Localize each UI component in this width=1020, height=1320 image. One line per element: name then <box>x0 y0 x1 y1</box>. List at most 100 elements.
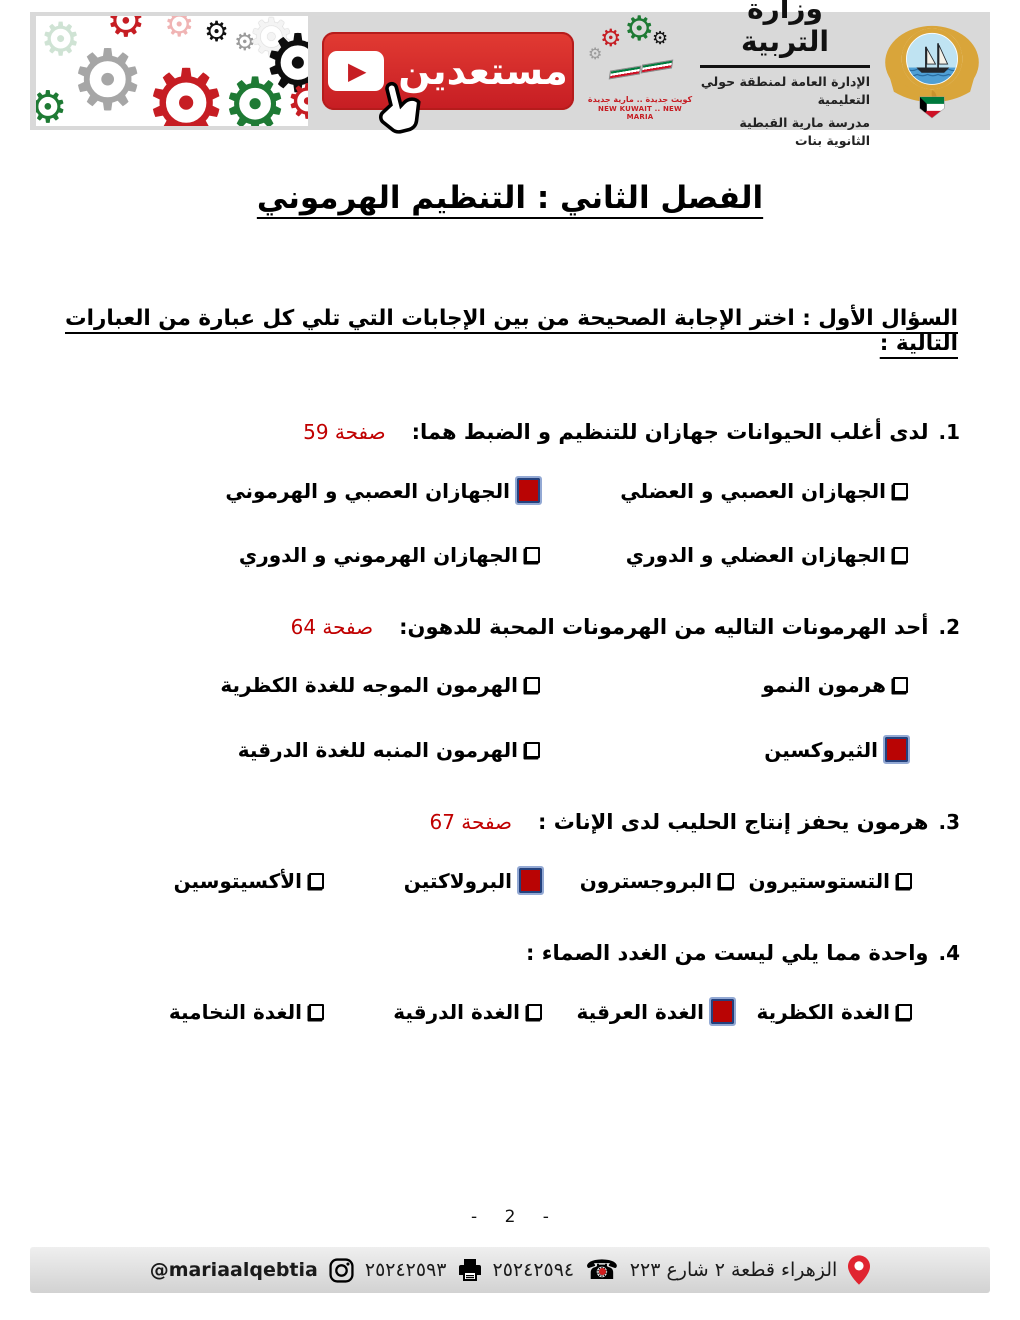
checkbox-unchecked[interactable] <box>893 677 908 693</box>
option-label: التستوستيرون <box>748 868 890 893</box>
gear-icon: ⚙ <box>106 16 146 47</box>
answer-option[interactable]: الغدة الكظرية <box>734 999 912 1024</box>
checkbox-unchecked[interactable] <box>525 741 540 758</box>
phone-number: ٢٥٢٤٢٥٩٤ <box>492 1259 575 1281</box>
option-label: الهرمون المنبه للغدة الدرقية <box>237 737 518 762</box>
answer-option[interactable]: الغدة النخامية <box>60 999 324 1024</box>
youtube-banner-button: مستعدين ▶ <box>322 32 574 134</box>
options-grid: هرمون النمو الهرمون الموجه للغدة الكظرية ا… <box>60 673 960 764</box>
gear-icon: ⚙ <box>234 28 256 56</box>
gear-icon: ⚙ <box>204 16 230 48</box>
gear-icon: ⚙ <box>222 62 289 126</box>
header-banner: ⚙ ⚙ ⚙ ⚙ ⚙ ⚙ ⚙ ⚙ ⚙ ⚙ ⚙ ⚙ مستعدين ▶ ⚙ ⚙ ⚙ … <box>30 0 990 148</box>
checkbox-checked[interactable] <box>517 866 544 895</box>
page-reference: صفحة 64 <box>290 615 374 639</box>
question-2: 2. أحد الهرمونات التاليه من الهرمونات الم… <box>60 615 960 764</box>
question-text-line: 1. لدى أغلب الحيوانات جهازان للتنظيم و ال… <box>60 420 960 444</box>
location-pin-icon <box>848 1255 871 1285</box>
gear-icon: ⚙ <box>624 9 655 49</box>
question-text: واحدة مما يلي ليست من الغدد الصماء : <box>526 941 929 965</box>
answer-option[interactable]: الجهازان العضلي و الدوري <box>540 543 908 567</box>
checkbox-unchecked[interactable] <box>719 872 734 889</box>
options-grid: الجهازان العصبي و العضلي الجهازان العصبي … <box>60 476 960 567</box>
question-text-line: 3. هرمون يحفز إنتاج الحليب لدى الإناث : صف… <box>60 810 961 834</box>
option-label: الجهازان العصبي و العضلي <box>620 478 886 503</box>
option-label: الغدة النخامية <box>168 999 302 1024</box>
page-reference: صفحة 59 <box>303 420 386 444</box>
instagram-icon <box>329 1257 354 1283</box>
option-label: الغدة الدرقية <box>393 999 520 1024</box>
answer-option[interactable]: التستوستيرون <box>734 868 912 893</box>
gear-icon: ⚙ <box>144 50 229 127</box>
option-label: الغدة العرقية <box>576 999 704 1024</box>
option-label: الجهازان العضلي و الدوري <box>625 543 886 567</box>
answer-option[interactable]: الجهازان الهرموني و الدوري <box>60 543 540 567</box>
checkbox-unchecked[interactable] <box>897 872 912 889</box>
question-text: أحد الهرمونات التاليه من الهرمونات المحب… <box>399 615 929 639</box>
option-label: هرمون النمو <box>762 673 886 697</box>
checkbox-unchecked[interactable] <box>309 1003 324 1020</box>
gear-icon: ⚙ <box>652 28 669 49</box>
school-motto: كويت جديدة .. مارية جديدة NEW KUWAIT .. … <box>587 94 693 122</box>
option-label: الجهازان العصبي و الهرموني <box>225 478 510 503</box>
gear-icon: ⚙ <box>70 31 146 126</box>
answer-option[interactable]: الغدة العرقية <box>542 997 736 1026</box>
answer-option[interactable]: البرولاكتين <box>324 866 544 895</box>
ministry-title: وزارة التربية <box>700 0 870 68</box>
ministry-text-block: وزارة التربية الإدارة العامة لمنطقة حولي… <box>696 0 880 150</box>
question-number: 3. <box>938 810 960 834</box>
answer-option[interactable]: الجهازان العصبي و الهرموني <box>60 476 542 505</box>
gears-decoration: ⚙ ⚙ ⚙ ⚙ ⚙ ⚙ ⚙ ⚙ ⚙ ⚙ ⚙ ⚙ <box>36 16 308 126</box>
checkbox-checked[interactable] <box>515 476 542 505</box>
options-grid: الغدة الكظرية الغدة العرقية الغدة الدرقية ا… <box>60 997 960 1026</box>
gear-icon: ⚙ <box>286 74 308 126</box>
answer-option[interactable]: الهرمون المنبه للغدة الدرقية <box>60 737 540 762</box>
question-number: 1. <box>938 420 960 444</box>
checkbox-unchecked[interactable] <box>893 547 908 563</box>
footer-contact-bar: الزهراء قطعة ٢ شارع ٢٢٣ ☎ ٢٥٢٤٢٥٩٤ ٢٥٢٤٢… <box>30 1247 990 1293</box>
checkbox-unchecked[interactable] <box>897 1003 912 1020</box>
fax-number: ٢٥٢٤٢٥٩٣ <box>364 1259 447 1281</box>
checkbox-unchecked[interactable] <box>525 677 540 693</box>
answer-option[interactable]: البروجسترون <box>542 868 734 893</box>
option-label: البروجسترون <box>579 868 712 893</box>
checkbox-checked[interactable] <box>709 997 736 1026</box>
answer-option[interactable]: الغدة الدرقية <box>324 999 542 1024</box>
question-text: لدى أغلب الحيوانات جهازان للتنظيم و الضب… <box>411 420 929 444</box>
page-title: الفصل الثاني : التنظيم الهرموني <box>256 180 764 216</box>
answer-option[interactable]: هرمون النمو <box>540 673 908 697</box>
option-label: الأكسيتوسين <box>173 868 302 893</box>
checkbox-unchecked[interactable] <box>525 547 540 563</box>
question-text-line: 2. أحد الهرمونات التاليه من الهرمونات الم… <box>60 615 960 639</box>
instagram-handle: @mariaalqebtia <box>149 1259 318 1281</box>
option-label: الثيروكسين <box>764 737 878 762</box>
phone-icon: ☎ <box>585 1257 619 1284</box>
kuwait-emblem-icon <box>885 25 979 119</box>
option-label: البرولاكتين <box>403 868 512 893</box>
gear-icon: ⚙ <box>262 17 308 110</box>
gear-icon: ⚙ <box>248 16 295 68</box>
answer-option[interactable]: الجهازان العصبي و العضلي <box>540 478 908 503</box>
gear-icon: ⚙ <box>164 16 195 45</box>
checkbox-unchecked[interactable] <box>527 1003 542 1020</box>
checkbox-unchecked[interactable] <box>893 482 908 499</box>
section-heading: السؤال الأول : اختر الإجابة الصحيحة من ب… <box>65 306 958 356</box>
page-reference: صفحة 67 <box>429 810 513 834</box>
question-4: 4. واحدة مما يلي ليست من الغدد الصماء : ال… <box>60 941 960 1026</box>
gear-icon: ⚙ <box>600 24 622 52</box>
checkbox-checked[interactable] <box>883 735 910 764</box>
questions-list: 1. لدى أغلب الحيوانات جهازان للتنظيم و ال… <box>60 420 961 1026</box>
ministry-subtitle-2: مدرسة مارية القبطية الثانوية بنات <box>739 115 870 149</box>
ministry-subtitle-1: الإدارة العامة لمنطقة حولي التعليمية <box>700 73 870 107</box>
question-text-line: 4. واحدة مما يلي ليست من الغدد الصماء : <box>60 941 960 965</box>
hand-cursor-icon <box>378 81 421 134</box>
answer-option[interactable]: الهرمون الموجه للغدة الكظرية <box>60 673 540 697</box>
answer-option[interactable]: الأكسيتوسين <box>60 868 324 893</box>
answer-option[interactable]: الثيروكسين <box>540 735 910 764</box>
page-number: - 2 - <box>471 1207 549 1227</box>
kuwait-flag-icon <box>608 65 642 80</box>
question-3: 3. هرمون يحفز إنتاج الحليب لدى الإناث : صف… <box>60 810 961 895</box>
checkbox-unchecked[interactable] <box>309 872 324 889</box>
address-text: الزهراء قطعة ٢ شارع ٢٢٣ <box>629 1259 838 1281</box>
